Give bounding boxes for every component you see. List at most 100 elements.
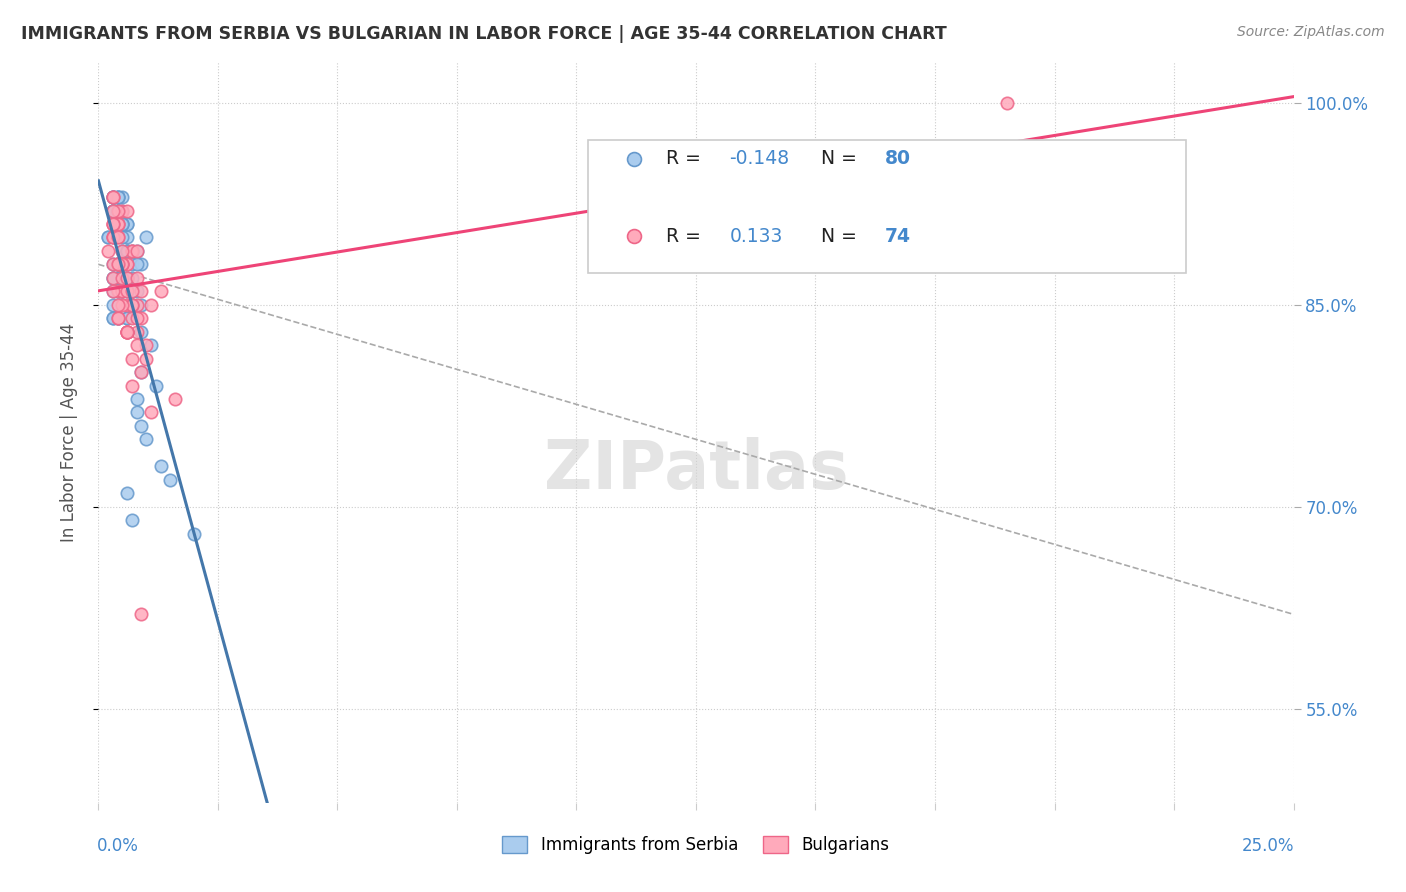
Point	[107, 257, 129, 271]
Point	[131, 285, 153, 299]
Point	[107, 230, 129, 244]
Point	[101, 311, 124, 326]
Point	[107, 285, 129, 299]
Point	[115, 285, 138, 299]
Point	[121, 298, 143, 312]
Point	[107, 203, 129, 218]
Point	[101, 257, 124, 271]
Point	[121, 285, 143, 299]
Point	[115, 257, 138, 271]
Point	[107, 217, 129, 231]
Point	[115, 270, 138, 285]
Point	[163, 392, 186, 406]
Point	[125, 285, 148, 299]
Point	[115, 325, 138, 339]
Point	[97, 230, 120, 244]
Point	[131, 607, 153, 622]
Point	[107, 203, 129, 218]
Point	[101, 230, 124, 244]
Text: 74: 74	[884, 227, 911, 246]
Point	[101, 217, 124, 231]
Text: 0.0%: 0.0%	[97, 837, 139, 855]
Point	[121, 351, 143, 366]
Point	[111, 298, 134, 312]
Point	[111, 217, 134, 231]
FancyBboxPatch shape	[589, 140, 1187, 274]
Point	[139, 405, 162, 419]
Point	[125, 244, 148, 258]
Point	[107, 311, 129, 326]
Point	[107, 217, 129, 231]
Point	[125, 311, 148, 326]
Point	[131, 257, 153, 271]
Point	[125, 405, 148, 419]
Point	[107, 311, 129, 326]
Point	[115, 325, 138, 339]
Point	[111, 285, 134, 299]
Point	[135, 351, 157, 366]
Point	[149, 285, 172, 299]
Point	[107, 311, 129, 326]
Point	[125, 244, 148, 258]
Point	[101, 190, 124, 204]
Point	[121, 244, 143, 258]
Text: N =: N =	[821, 227, 863, 246]
Point	[107, 230, 129, 244]
Text: -0.148: -0.148	[730, 149, 790, 169]
Point	[995, 95, 1018, 110]
Point	[111, 203, 134, 218]
Point	[125, 298, 148, 312]
Point	[107, 311, 129, 326]
Point	[115, 244, 138, 258]
Point	[159, 473, 181, 487]
Point	[101, 203, 124, 218]
Point	[115, 270, 138, 285]
Text: 0.133: 0.133	[730, 227, 783, 246]
Point	[131, 311, 153, 326]
Point	[121, 378, 143, 392]
Point	[125, 392, 148, 406]
Point	[97, 230, 120, 244]
Point	[107, 270, 129, 285]
Text: N =: N =	[821, 149, 863, 169]
Point	[131, 325, 153, 339]
Point	[101, 190, 124, 204]
Point	[111, 203, 134, 218]
Point	[101, 270, 124, 285]
Point	[111, 257, 134, 271]
Point	[101, 285, 124, 299]
Text: IMMIGRANTS FROM SERBIA VS BULGARIAN IN LABOR FORCE | AGE 35-44 CORRELATION CHART: IMMIGRANTS FROM SERBIA VS BULGARIAN IN L…	[21, 25, 946, 43]
Point	[121, 298, 143, 312]
Text: R =: R =	[666, 227, 707, 246]
Point	[101, 230, 124, 244]
Point	[101, 257, 124, 271]
Point	[107, 298, 129, 312]
Point	[101, 217, 124, 231]
Text: 25.0%: 25.0%	[1243, 837, 1295, 855]
Point	[121, 298, 143, 312]
Legend: Immigrants from Serbia, Bulgarians: Immigrants from Serbia, Bulgarians	[496, 830, 896, 861]
Point	[125, 325, 148, 339]
Point	[101, 190, 124, 204]
Point	[135, 433, 157, 447]
Point	[131, 298, 153, 312]
Point	[107, 257, 129, 271]
Point	[115, 244, 138, 258]
Point	[139, 338, 162, 352]
Point	[111, 257, 134, 271]
Point	[101, 203, 124, 218]
Point	[115, 217, 138, 231]
Point	[121, 270, 143, 285]
Point	[107, 257, 129, 271]
Point	[107, 217, 129, 231]
Point	[111, 230, 134, 244]
Point	[107, 190, 129, 204]
Point	[139, 298, 162, 312]
Point	[101, 285, 124, 299]
Point	[101, 230, 124, 244]
Point	[131, 365, 153, 379]
Point	[111, 190, 134, 204]
Point	[115, 325, 138, 339]
Point	[107, 285, 129, 299]
Point	[135, 230, 157, 244]
